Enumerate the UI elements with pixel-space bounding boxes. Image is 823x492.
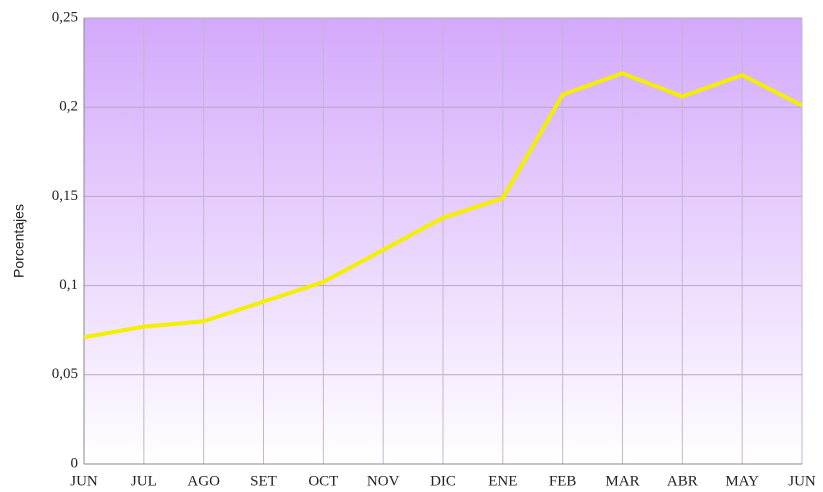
- x-tick-label: MAY: [725, 473, 759, 489]
- x-tick-label: ABR: [667, 473, 698, 489]
- x-tick-label: FEB: [549, 473, 577, 489]
- y-tick-label: 0,25: [52, 9, 78, 25]
- x-tick-label: NOV: [367, 473, 400, 489]
- x-tick-label: JUL: [131, 473, 157, 489]
- x-tick-label: JUN: [788, 473, 816, 489]
- data-line: [83, 71, 803, 340]
- x-tick-label: SET: [250, 473, 277, 489]
- x-tick-label: OCT: [308, 473, 338, 489]
- y-tick-label: 0: [71, 455, 79, 471]
- x-tick-label: DIC: [430, 473, 456, 489]
- y-tick-label: 0,15: [52, 188, 78, 204]
- y-tick-label: 0,05: [52, 366, 78, 382]
- y-tick-label: 0,2: [59, 99, 78, 115]
- x-tick-label: ENE: [488, 473, 517, 489]
- x-tick-label: JUN: [70, 473, 98, 489]
- x-tick-label: MAR: [605, 473, 639, 489]
- x-tick-label: AGO: [187, 473, 220, 489]
- y-tick-label: 0,1: [59, 277, 78, 293]
- y-axis-label: Porcentajes: [11, 204, 27, 278]
